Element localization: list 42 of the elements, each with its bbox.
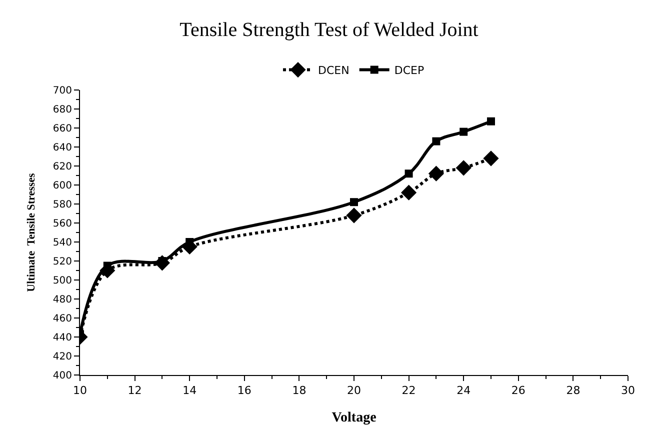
- point: [350, 198, 358, 206]
- point: [428, 166, 444, 182]
- x-tick-label: 22: [402, 384, 416, 398]
- x-tick-label: 16: [237, 384, 252, 398]
- x-tick-label: 20: [347, 384, 361, 398]
- point: [460, 128, 468, 136]
- x-tick-label: 10: [73, 384, 87, 398]
- point: [487, 117, 495, 126]
- x-tick-label: 24: [456, 384, 471, 398]
- y-axis-title: Ultimate Tensile Stresses: [26, 172, 38, 292]
- y-tick-label: 440: [52, 332, 72, 344]
- x-tick-label: 26: [511, 384, 526, 398]
- x-tick-label: 30: [621, 384, 635, 398]
- y-tick-label: 560: [52, 218, 72, 230]
- x-tick-label: 28: [566, 384, 580, 398]
- y-tick-label: 480: [52, 294, 72, 306]
- point: [404, 170, 413, 178]
- y-tick-label: 400: [52, 370, 72, 382]
- y-tick-label: 680: [52, 104, 72, 116]
- chart-title: Tensile Strength Test of Welded Joint: [180, 18, 479, 41]
- point: [432, 137, 440, 146]
- y-tick-label: 500: [52, 276, 72, 286]
- x-tick-label: 14: [182, 384, 197, 398]
- legend-label: DCEP: [394, 64, 424, 78]
- point: [401, 184, 417, 200]
- y-tick-label: 640: [52, 142, 72, 154]
- y-tick-label: 520: [52, 256, 72, 268]
- y-tick-label: 600: [52, 180, 72, 192]
- x-axis-title: Voltage: [332, 410, 376, 426]
- x-tick-label: 12: [128, 384, 142, 398]
- point: [456, 160, 472, 176]
- point: [346, 208, 362, 224]
- legend-label: DCEN: [318, 64, 350, 78]
- y-tick-label: 420: [52, 352, 72, 362]
- y-tick-label: 460: [52, 314, 72, 324]
- x-tick-label: 18: [292, 384, 306, 398]
- y-tick-label: 540: [52, 238, 72, 248]
- y-tick-label: 620: [52, 162, 72, 172]
- point: [483, 150, 499, 166]
- y-tick-label: 580: [52, 200, 72, 210]
- y-tick-label: 700: [52, 86, 72, 96]
- y-tick-label: 660: [52, 124, 72, 134]
